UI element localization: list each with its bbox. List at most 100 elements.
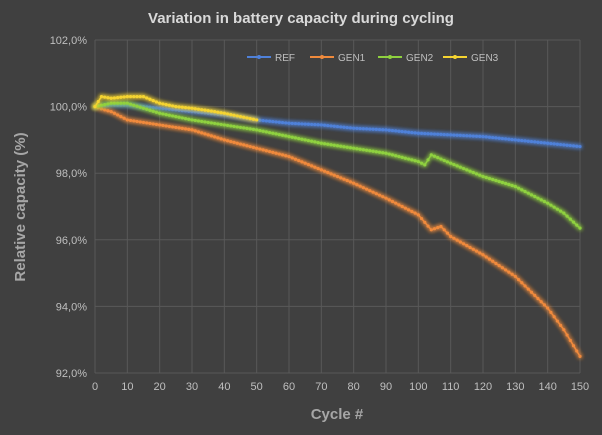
data-point [313,165,317,169]
data-point [497,264,501,268]
data-point [213,121,217,126]
data-point [462,166,466,171]
data-point [116,113,120,117]
data-point [565,143,569,147]
data-point [342,145,346,149]
series-line [94,102,581,229]
data-point [213,110,217,114]
data-point [106,102,110,106]
data-point [423,220,427,224]
data-point [128,95,133,99]
data-point [462,133,466,138]
data-point [429,228,433,232]
data-point [426,158,430,162]
data-point [306,122,310,126]
y-tick-label: 102,0% [50,35,88,47]
data-point [520,188,524,192]
x-tick-label: 40 [218,381,230,393]
data-point [264,130,268,134]
data-point [432,154,437,158]
data-point [103,108,107,112]
data-point [190,118,194,122]
data-point [478,134,482,139]
data-point [128,118,133,123]
data-point [562,328,566,332]
data-point [497,136,501,140]
x-tick-label: 100 [409,381,427,393]
data-point [384,128,388,132]
data-point [200,108,204,112]
x-tick-label: 20 [154,381,166,393]
x-tick-label: 30 [186,381,198,393]
data-point [219,111,223,115]
data-point [180,108,184,113]
data-point [190,106,194,110]
data-point [484,175,488,180]
data-point [478,251,482,255]
data-point [225,139,230,143]
data-point [316,140,320,145]
data-point [539,140,543,145]
legend-label: GEN3 [471,53,499,64]
data-point [135,95,139,99]
data-point [529,290,534,294]
data-point [361,148,365,152]
data-point [167,107,171,111]
data-point [287,134,291,139]
data-point [348,126,353,130]
data-point [158,111,162,115]
data-point [578,354,582,358]
data-point [116,96,120,100]
data-point [271,150,275,154]
data-point [423,131,427,136]
data-point [242,126,246,130]
data-point [167,113,171,117]
data-point [358,126,362,131]
data-point [284,121,288,125]
data-point [400,129,404,134]
data-point [219,122,223,127]
data-point [536,140,540,144]
data-point [426,224,430,228]
data-point [565,214,569,218]
data-point [465,168,469,172]
data-point [229,124,233,128]
data-point [206,133,210,137]
data-point [297,122,301,126]
data-point [355,126,359,131]
data-point [575,349,579,353]
data-point [491,259,495,263]
data-point [329,124,333,128]
data-point [242,143,246,147]
data-point [436,132,440,136]
data-point [132,119,136,123]
data-point [193,107,197,111]
data-point [326,123,330,128]
y-tick-label: 96,0% [56,235,87,247]
x-tick-label: 90 [380,381,392,393]
x-tick-label: 130 [506,381,524,393]
data-point [491,177,495,182]
data-point [410,209,414,214]
data-point [342,125,346,129]
data-point [187,127,191,132]
y-tick-label: 100,0% [50,102,88,114]
data-point [271,119,275,124]
data-point [507,270,511,274]
data-point [164,124,168,128]
data-point [303,138,307,142]
data-point [468,245,472,250]
data-point [225,112,230,116]
data-point [245,116,249,120]
data-point [235,125,239,129]
legend-marker [388,55,392,59]
data-point [151,109,155,113]
data-point [335,124,340,129]
data-point [546,141,550,145]
data-point [141,106,146,110]
data-point [348,146,353,150]
x-tick-label: 120 [474,381,492,393]
data-point [196,110,201,114]
data-point [222,111,226,115]
data-point [410,130,414,135]
